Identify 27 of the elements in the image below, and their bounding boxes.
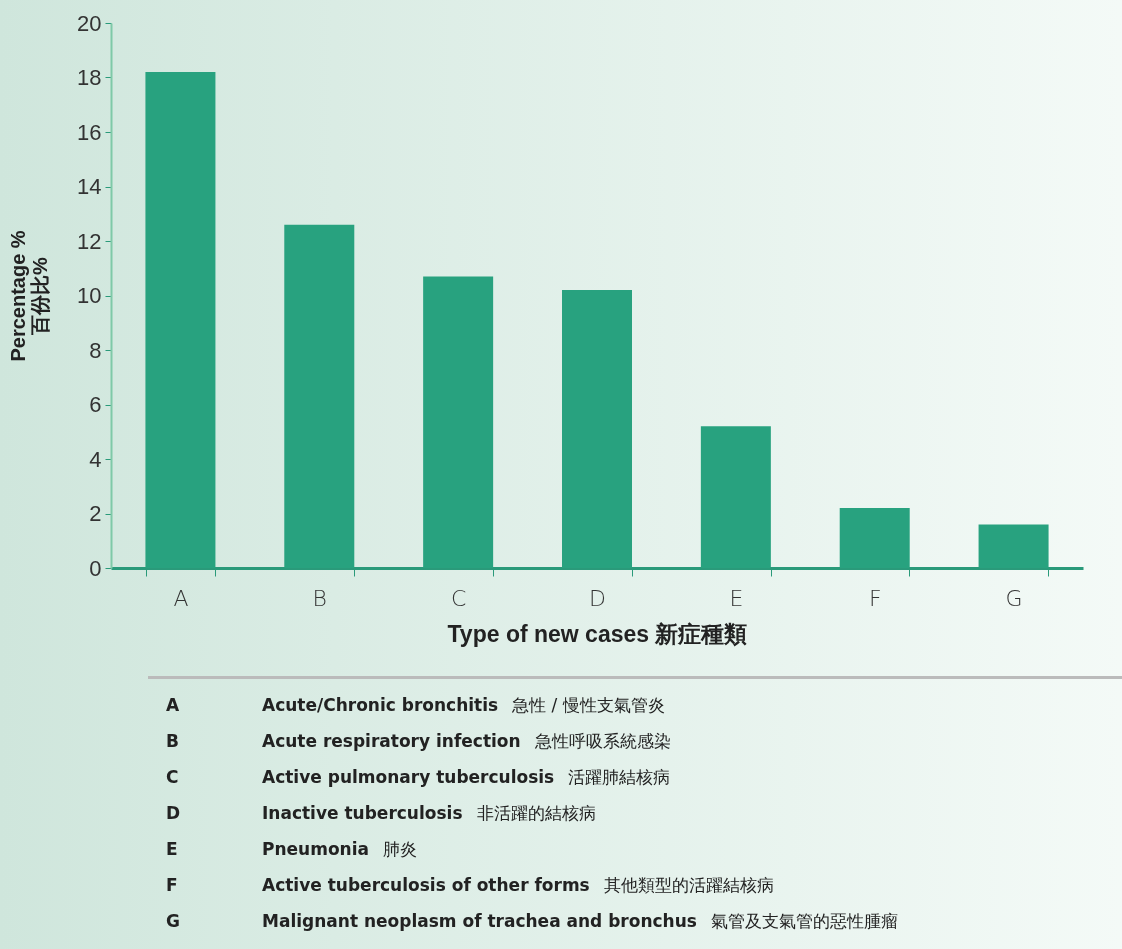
x-tick-label: B <box>312 585 327 611</box>
y-axis-title: Percentage % 百份比% <box>7 230 52 362</box>
text: D Inactive tuberculosis 非活躍的結核病 <box>166 803 596 823</box>
text: C Active pulmonary tuberculosis 活躍肺結核病 <box>166 767 671 787</box>
text: E Pneumonia 肺炎 <box>166 839 417 859</box>
y-tick-label: 12 <box>77 228 102 254</box>
x-tick-label: C <box>450 585 467 611</box>
y-tick-label: 20 <box>77 10 102 36</box>
x-tick-label: F <box>868 585 882 611</box>
y-tick-label: 18 <box>77 65 102 90</box>
y-tick-label: 6 <box>89 392 102 417</box>
x-axis-title: Type of new cases 新症種類 <box>447 620 748 647</box>
y-tick-label: 14 <box>77 174 102 199</box>
text: G Malignant neoplasm of trachea and bronchus 氣管及支氣管的惡性腫瘤 <box>166 911 898 931</box>
x-tick-label: E <box>729 585 744 611</box>
y-tick-label: 0 <box>89 555 102 581</box>
text: F Active tuberculosis of other forms 其他類型的活躍結核病 <box>166 875 774 895</box>
y-tick-label: 8 <box>89 337 102 363</box>
y-tick-label: 16 <box>77 119 102 145</box>
x-tick-label: G <box>1005 585 1023 611</box>
y-tick-label: 10 <box>77 283 102 308</box>
x-tick-label: D <box>589 585 606 611</box>
y-tick-label: 2 <box>89 501 102 526</box>
text: A Acute/Chronic bronchitis 急性 / 慢性支氣管炎 <box>166 695 665 715</box>
text: B Acute respiratory infection 急性呼吸系統感染 <box>166 731 671 751</box>
x-tick-label: A <box>173 585 189 611</box>
y-tick-label: 4 <box>89 446 102 472</box>
